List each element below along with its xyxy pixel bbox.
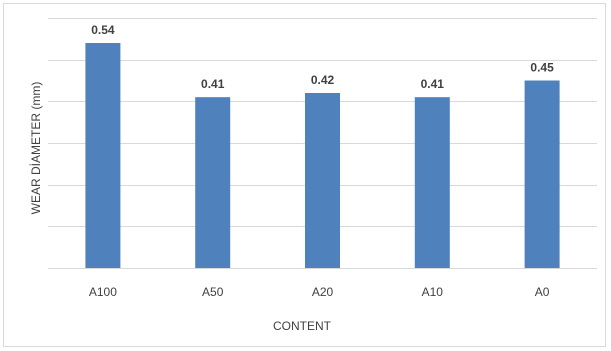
- x-axis-title: CONTENT: [273, 319, 332, 333]
- bar-a50: [195, 97, 231, 269]
- x-tick-label: A20: [312, 285, 334, 299]
- y-axis-title: WEAR DİAMETER (mm): [29, 82, 43, 215]
- bar-a20: [305, 93, 340, 268]
- data-label: 0.42: [311, 73, 335, 87]
- x-tick-label: A50: [202, 285, 224, 299]
- data-label: 0.41: [421, 77, 445, 91]
- data-label: 0.41: [201, 77, 225, 91]
- data-label: 0.45: [530, 61, 554, 75]
- x-tick-label: A100: [89, 285, 117, 299]
- bars: [85, 43, 560, 269]
- bar-a10: [414, 97, 450, 269]
- data-labels: 0.54 0.41 0.42 0.41 0.45: [91, 23, 554, 91]
- x-tick-label: A10: [422, 285, 444, 299]
- bar-a0: [524, 80, 560, 268]
- x-tick-label: A0: [535, 285, 550, 299]
- x-tick-labels: A100 A50 A20 A10 A0: [89, 285, 550, 299]
- bar-a100: [85, 43, 121, 268]
- data-label: 0.54: [91, 23, 115, 37]
